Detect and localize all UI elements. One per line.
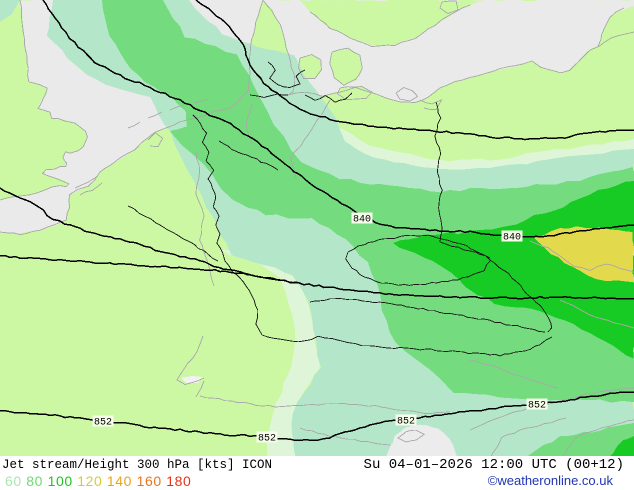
svg-text:840: 840	[353, 215, 371, 226]
svg-text:852: 852	[94, 418, 112, 429]
svg-text:852: 852	[528, 401, 546, 412]
svg-text:852: 852	[397, 417, 415, 428]
svg-text:840: 840	[503, 233, 521, 244]
svg-text:852: 852	[258, 434, 276, 445]
